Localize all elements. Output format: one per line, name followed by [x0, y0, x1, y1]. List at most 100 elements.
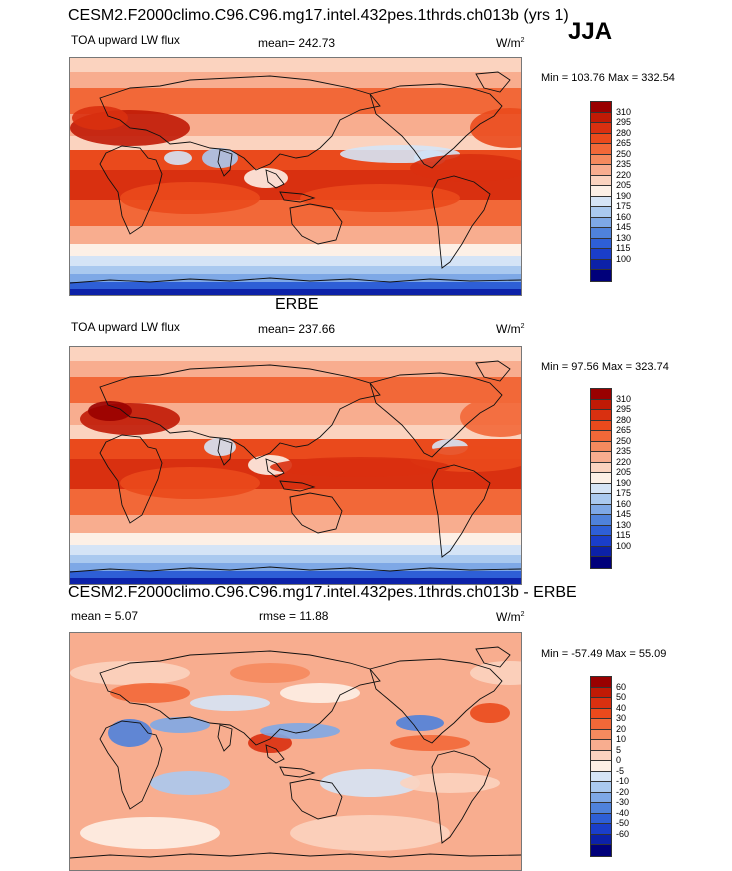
colorbar-swatch	[591, 249, 611, 260]
colorbar-swatch	[591, 824, 611, 835]
panel3-title: CESM2.F2000climo.C96.C96.mg17.intel.432p…	[68, 584, 577, 601]
panel3-rmse: rmse = 11.88	[259, 609, 329, 623]
colorbar-swatch	[591, 525, 611, 536]
colorbar-tick-label: 20	[616, 723, 627, 734]
colorbar-tick-label: 205	[616, 467, 632, 477]
colorbar-swatch	[591, 677, 611, 688]
coastline	[369, 658, 503, 744]
coastline	[265, 458, 285, 478]
colorbar-tick-label: -5	[616, 765, 625, 776]
coastline	[279, 766, 316, 778]
colorbar-tick-label: 100	[616, 253, 632, 264]
colorbar-tick-label: 145	[616, 509, 632, 519]
colorbar-tick-label: 205	[616, 180, 632, 190]
panel2-map	[69, 346, 522, 585]
colorbar-tick-label: -60	[616, 828, 630, 839]
colorbar-swatch	[591, 207, 611, 218]
colorbar-swatch	[591, 431, 611, 442]
colorbar-tick-label: 0	[616, 755, 622, 765]
colorbar-swatch	[591, 175, 611, 186]
colorbar-swatch	[591, 399, 611, 410]
colorbar-tick-label: 250	[616, 435, 632, 446]
colorbar-swatch	[591, 165, 611, 176]
coastline	[217, 438, 233, 466]
colorbar-tick-label: 280	[616, 127, 632, 138]
colorbar-tick-label: 40	[616, 702, 627, 713]
panel3-units: W/m2	[496, 610, 525, 624]
colorbar-swatch	[591, 761, 611, 772]
colorbar-tick-label: 280	[616, 414, 632, 425]
colorbar-swatch	[591, 782, 611, 793]
colorbar-swatch	[591, 238, 611, 249]
coastline	[99, 650, 381, 746]
colorbar-tick-label: 235	[616, 159, 632, 169]
colorbar-swatch	[591, 834, 611, 845]
colorbar-tick-label: 50	[616, 692, 627, 702]
coastline	[217, 724, 233, 752]
coastline	[431, 464, 491, 558]
coastline	[70, 566, 521, 573]
map-field	[70, 633, 521, 870]
colorbar-tick-label: 115	[616, 243, 631, 253]
colorbar-tick-label: 160	[616, 211, 632, 222]
coastline	[279, 191, 316, 203]
colorbar-tick-label: 250	[616, 148, 632, 159]
colorbar-tick-label: 220	[616, 456, 632, 467]
colorbar-swatch	[591, 186, 611, 197]
coastline	[265, 744, 285, 764]
coastline	[279, 480, 316, 492]
coastline	[369, 83, 503, 169]
panel2-units: W/m2	[496, 322, 525, 336]
colorbar-tick-label: 235	[616, 446, 632, 456]
coastline	[475, 646, 511, 668]
colorbar-tick-label: 175	[616, 488, 632, 498]
panel1-mean: mean= 242.73	[258, 36, 336, 50]
colorbar-tick-label: 60	[616, 681, 627, 692]
colorbar-tick-label: -40	[616, 807, 630, 818]
panel3-minmax: Min = -57.49 Max = 55.09	[541, 648, 667, 660]
panel1-title: CESM2.F2000climo.C96.C96.mg17.intel.432p…	[68, 7, 569, 24]
colorbar-swatch	[591, 813, 611, 824]
panel1-map	[69, 57, 522, 296]
coastline	[289, 203, 343, 245]
colorbar-tick-label: 310	[616, 106, 632, 117]
colorbar-swatch	[591, 536, 611, 547]
colorbar-tick-label: 295	[616, 117, 632, 127]
colorbar-tick-label: 100	[616, 540, 632, 551]
coastline	[99, 434, 163, 524]
colorbar-swatch	[591, 803, 611, 814]
colorbar-tick-label: 310	[616, 393, 632, 404]
colorbar-swatch	[591, 698, 611, 709]
colorbar-swatch	[591, 228, 611, 239]
colorbar-swatch	[591, 462, 611, 473]
coastline	[431, 750, 491, 844]
colorbar-swatch	[591, 719, 611, 730]
colorbar-tick-label: 130	[616, 232, 632, 243]
coastline	[431, 175, 491, 269]
map-field	[70, 58, 521, 295]
colorbar-swatch	[591, 389, 611, 400]
panel2-minmax: Min = 97.56 Max = 323.74	[541, 361, 669, 373]
panel2-colorbar	[590, 388, 612, 569]
colorbar-swatch	[591, 441, 611, 452]
colorbar-tick-label: 295	[616, 404, 632, 414]
colorbar-swatch	[591, 196, 611, 207]
colorbar-swatch	[591, 708, 611, 719]
colorbar-swatch	[591, 270, 611, 281]
panel1-colorbar	[590, 101, 612, 282]
panel2-title: ERBE	[275, 296, 319, 313]
colorbar-tick-label: 115	[616, 530, 631, 540]
colorbar-swatch	[591, 259, 611, 270]
colorbar-tick-label: 265	[616, 425, 632, 435]
colorbar-tick-label: 5	[616, 744, 622, 755]
map-field	[70, 347, 521, 584]
colorbar-tick-label: 265	[616, 138, 632, 148]
colorbar-tick-label: 30	[616, 713, 627, 723]
coastline	[289, 778, 343, 820]
colorbar-swatch	[591, 740, 611, 751]
colorbar-tick-label: -10	[616, 776, 630, 786]
coastline	[99, 145, 163, 235]
colorbar-swatch	[591, 515, 611, 526]
season-label: JJA	[568, 18, 613, 45]
colorbar-tick-label: 220	[616, 169, 632, 180]
